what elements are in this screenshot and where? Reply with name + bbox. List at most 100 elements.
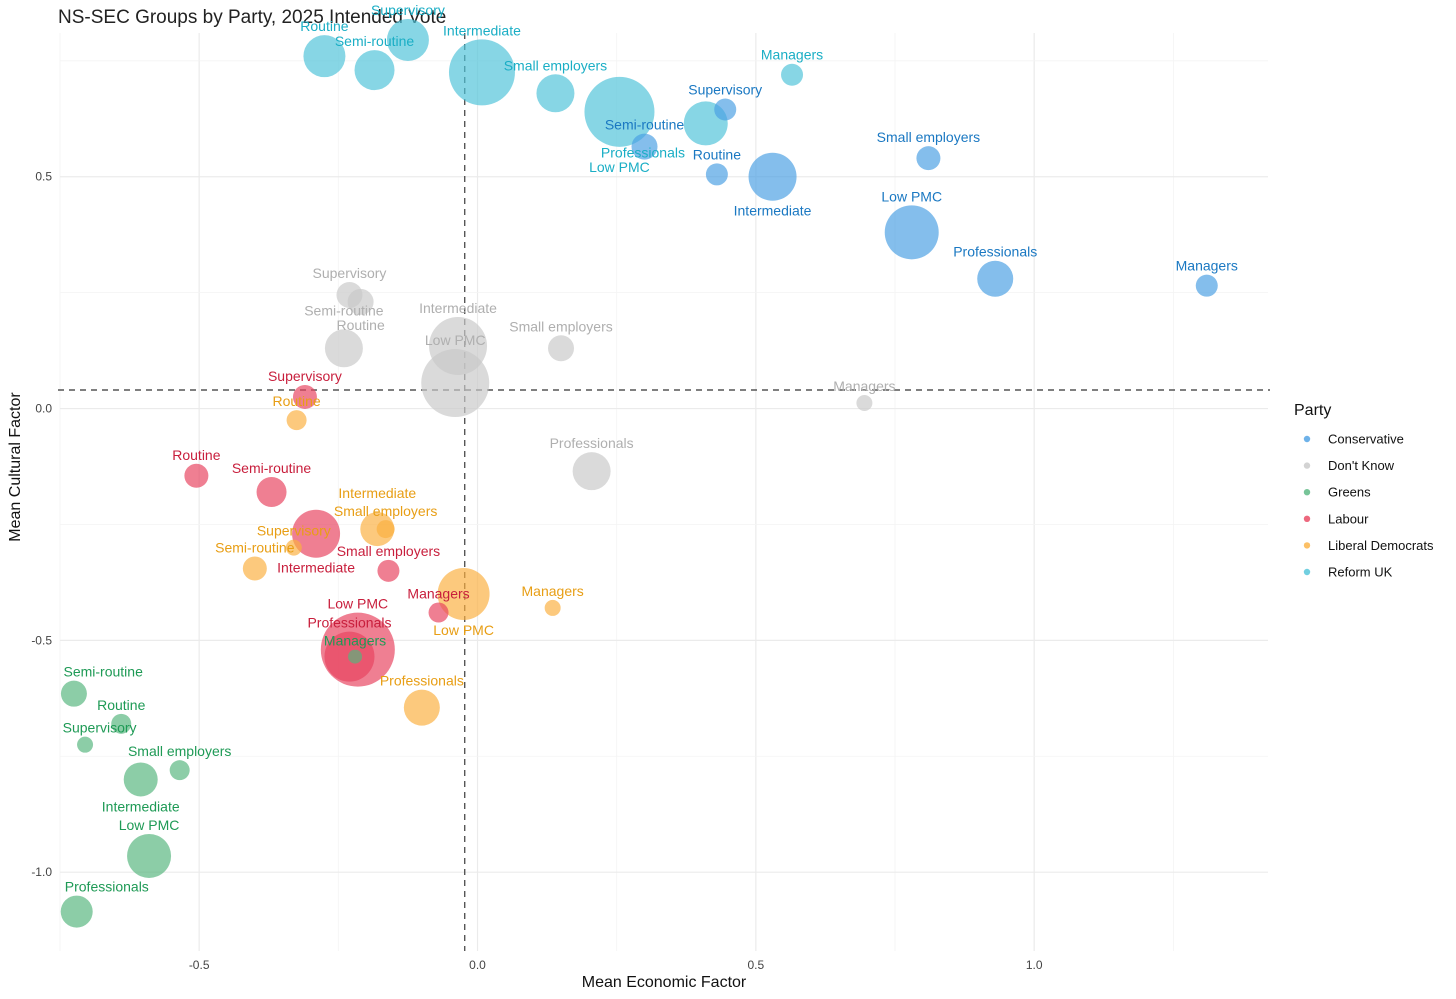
data-point: [386, 18, 429, 61]
point-label: Semi-routine: [304, 302, 384, 318]
x-tick-label: -0.5: [189, 958, 210, 972]
data-point: [448, 39, 515, 106]
legend-swatch: [1303, 568, 1311, 576]
data-point: [324, 329, 363, 368]
legend-items: Conservative Don't Know Greens Labour Libera…: [1303, 432, 1434, 580]
y-axis-title: Mean Cultural Factor: [7, 392, 24, 542]
point-label: Low PMC: [881, 188, 942, 204]
data-point: [169, 760, 190, 781]
data-point: [123, 762, 158, 797]
data-point: [403, 689, 440, 726]
legend-swatch: [1303, 462, 1311, 469]
legend-label: Reform UK: [1328, 565, 1393, 580]
data-point: [354, 50, 395, 91]
data-point: [428, 602, 449, 623]
data-point: [916, 146, 941, 171]
point-label: Routine: [336, 317, 384, 333]
point-label: Semi-routine: [232, 460, 312, 476]
point-labels: Managers Managers Supervisory Supervisory Ma…: [63, 2, 1238, 895]
legend-label: Greens: [1328, 485, 1371, 500]
legend-swatch: [1303, 489, 1311, 496]
point-label: Routine: [300, 18, 348, 34]
data-point: [631, 133, 658, 160]
point-label: Low PMC: [327, 596, 388, 612]
data-point: [977, 260, 1014, 297]
data-point: [544, 599, 561, 616]
chart-title: NS-SEC Groups by Party, 2025 Intended Vo…: [58, 7, 446, 28]
legend-label: Don't Know: [1328, 458, 1395, 473]
point-label: Routine: [693, 146, 741, 162]
data-point: [884, 205, 939, 260]
y-tick-label: 0.5: [35, 170, 52, 184]
data-point: [584, 76, 655, 147]
point-label: Supervisory: [371, 2, 445, 18]
point-label: Small employers: [128, 743, 231, 759]
data-point: [256, 477, 287, 507]
point-label: Semi-routine: [335, 33, 415, 49]
legend-label: Conservative: [1328, 432, 1404, 447]
x-axis-title: Mean Economic Factor: [582, 974, 747, 991]
data-point: [429, 316, 488, 375]
y-tick-label: 0.0: [35, 402, 52, 416]
data-point: [572, 452, 611, 491]
data-point: [292, 384, 317, 409]
data-point: [348, 649, 363, 664]
legend: Party Conservative Don't Know Greens Labour…: [1294, 402, 1434, 580]
data-point: [714, 98, 737, 121]
data-point: [548, 335, 575, 362]
point-label: Semi-routine: [215, 540, 295, 556]
data-point: [781, 63, 804, 86]
point-label: Managers: [1176, 258, 1238, 274]
data-points: [60, 18, 1218, 928]
legend-label: Liberal Democrats: [1328, 538, 1434, 553]
y-tick-label: -1.0: [31, 865, 52, 879]
data-point: [285, 539, 302, 556]
data-point: [856, 394, 873, 411]
data-point: [242, 556, 267, 581]
legend-title: Party: [1294, 402, 1331, 419]
point-label: Small employers: [337, 543, 440, 559]
data-point: [376, 520, 395, 539]
data-point: [748, 152, 797, 201]
point-label: Semi-routine: [64, 664, 144, 680]
point-label: Small employers: [334, 503, 437, 519]
data-point: [292, 509, 341, 558]
point-label: Professionals: [307, 615, 391, 631]
point-label: Managers: [522, 583, 584, 599]
legend-label: Labour: [1328, 511, 1369, 526]
point-label: Low PMC: [589, 159, 650, 175]
data-point: [705, 163, 728, 186]
point-label: Managers: [761, 47, 823, 63]
point-label: Professionals: [380, 673, 464, 689]
data-point: [127, 833, 172, 878]
point-label: Managers: [407, 586, 469, 602]
legend-swatch: [1303, 515, 1311, 522]
point-label: Professionals: [601, 144, 685, 160]
data-point: [536, 74, 575, 113]
legend-swatch: [1303, 435, 1311, 443]
point-label: Routine: [172, 447, 220, 463]
data-point: [377, 559, 400, 582]
point-label: Small employers: [504, 57, 607, 73]
point-label: Semi-routine: [605, 117, 685, 133]
point-label: Managers: [324, 633, 386, 649]
point-label: Intermediate: [338, 485, 416, 501]
reference-lines: [58, 33, 1270, 951]
point-label: Managers: [833, 378, 895, 394]
point-label: Supervisory: [63, 720, 137, 736]
tick-labels: -0.5 0.0 0.5 1.0 -1.0 -0.5 0.0 0.5: [31, 170, 1043, 972]
data-point: [437, 568, 490, 620]
data-point: [111, 713, 132, 734]
data-point: [303, 35, 346, 78]
point-label: Intermediate: [102, 798, 180, 814]
point-label: Low PMC: [425, 332, 486, 348]
point-label: Professionals: [65, 879, 149, 895]
data-point: [286, 410, 307, 431]
point-label: Small employers: [877, 129, 980, 145]
point-label: Professionals: [550, 435, 634, 451]
data-point: [184, 463, 209, 488]
point-label: Intermediate: [443, 22, 521, 38]
point-label: Supervisory: [688, 82, 762, 98]
point-label: Professionals: [953, 244, 1037, 260]
